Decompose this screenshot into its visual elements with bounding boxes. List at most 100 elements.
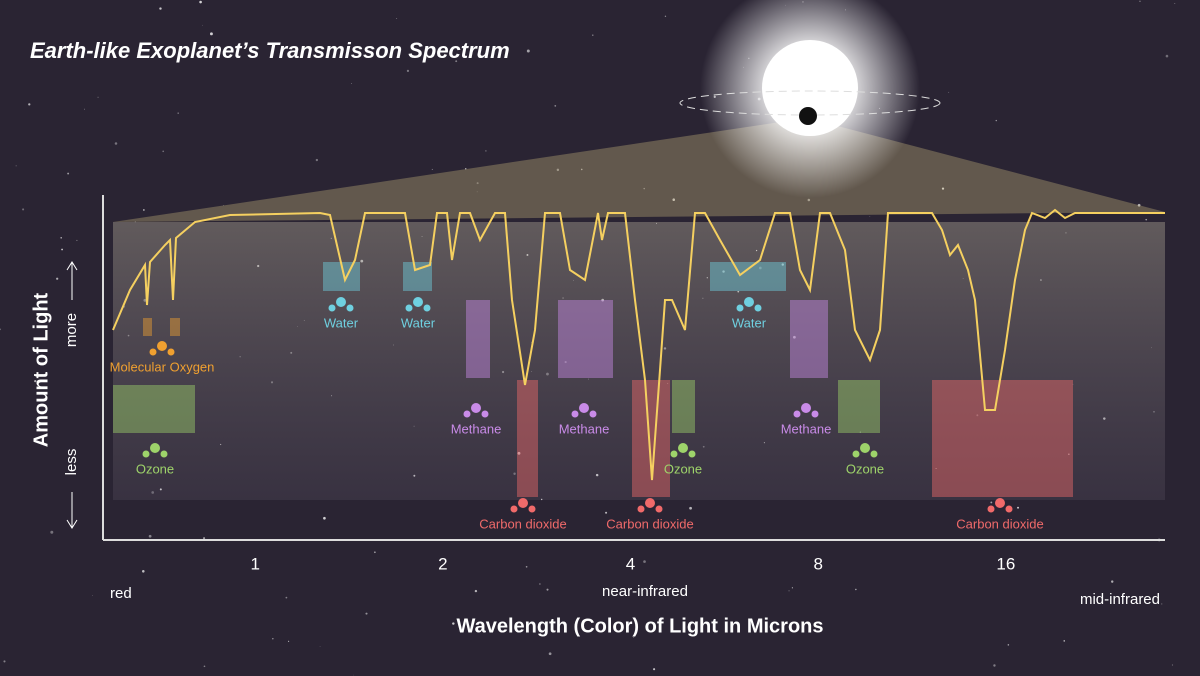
star-dot xyxy=(476,191,478,193)
atom xyxy=(471,403,481,413)
star-dot xyxy=(142,570,145,573)
atom xyxy=(860,443,870,453)
atom xyxy=(645,498,655,508)
molecule-icon xyxy=(793,403,819,418)
atom xyxy=(157,341,167,351)
molecule-label: Ozone xyxy=(136,461,174,476)
molecule-label: Methane xyxy=(781,421,832,436)
atom xyxy=(571,410,579,418)
star-dot xyxy=(60,237,62,239)
star-dot xyxy=(50,530,54,534)
region-label: mid-infrared xyxy=(1080,591,1160,608)
star-dot xyxy=(92,595,93,597)
star-dot xyxy=(546,588,549,591)
star-dot xyxy=(56,277,59,280)
star-dot xyxy=(374,551,376,554)
molecule-label: Water xyxy=(401,315,436,330)
atom xyxy=(870,450,878,458)
x-axis-label: Wavelength (Color) of Light in Microns xyxy=(456,615,823,637)
star-dot xyxy=(791,587,793,589)
band xyxy=(466,300,490,378)
star-dot xyxy=(97,96,99,98)
star-dot xyxy=(1165,54,1169,58)
atom xyxy=(995,498,1005,508)
band xyxy=(143,318,152,336)
molecule-label: Ozone xyxy=(846,461,884,476)
atom xyxy=(528,505,536,513)
molecule-icon xyxy=(149,341,175,356)
atom xyxy=(811,410,819,418)
molecule-icon xyxy=(670,443,696,458)
star-dot xyxy=(869,215,871,217)
spectrum-area xyxy=(113,222,1165,500)
x-tick-label: 2 xyxy=(438,554,447,573)
star-dot xyxy=(159,7,162,10)
star-dot xyxy=(526,49,530,53)
star-dot xyxy=(285,596,288,599)
atom xyxy=(655,505,663,513)
star-dot xyxy=(452,622,455,625)
star-dot xyxy=(177,112,179,114)
atom xyxy=(336,297,346,307)
star-dot xyxy=(272,637,274,640)
star-dot xyxy=(807,198,811,202)
star-dot xyxy=(28,103,31,106)
band xyxy=(558,300,613,378)
star-dot xyxy=(61,248,63,251)
molecule-label: Ozone xyxy=(664,461,702,476)
star-dot xyxy=(315,158,319,162)
molecule-icon xyxy=(328,297,354,312)
atom xyxy=(852,450,860,458)
star-dot xyxy=(431,168,433,171)
star-dot xyxy=(455,60,458,63)
band xyxy=(170,318,180,336)
molecule-icon xyxy=(987,498,1013,513)
spectrum-curve xyxy=(112,208,1165,481)
star-dot xyxy=(351,83,353,85)
star-dot xyxy=(162,150,165,153)
y-arrows xyxy=(66,261,78,529)
star-dot xyxy=(1174,3,1176,4)
star-dot xyxy=(199,0,202,4)
star-dot xyxy=(605,511,608,514)
band xyxy=(838,380,880,433)
star-dot xyxy=(202,24,203,26)
star-dot xyxy=(365,612,368,615)
star-dot xyxy=(210,32,213,36)
x-tick-label: 16 xyxy=(996,554,1015,573)
star-dot xyxy=(643,187,645,190)
atom xyxy=(463,410,471,418)
star-dot xyxy=(1063,640,1065,642)
atom xyxy=(678,443,688,453)
planet xyxy=(799,107,817,125)
star-dot xyxy=(548,652,552,656)
atom xyxy=(744,297,754,307)
molecule-label: Water xyxy=(732,315,767,330)
band xyxy=(790,300,828,378)
star-dot xyxy=(76,239,78,242)
molecule-icon xyxy=(637,498,663,513)
star-dot xyxy=(556,168,560,172)
atom xyxy=(637,505,645,513)
atom xyxy=(688,450,696,458)
star-dot xyxy=(653,668,656,671)
atom xyxy=(987,505,995,513)
star-dot xyxy=(580,168,583,171)
star-dot xyxy=(689,506,692,510)
star-dot xyxy=(664,15,667,17)
star-dot xyxy=(203,665,206,668)
band xyxy=(517,380,538,497)
star-dot xyxy=(941,187,945,190)
atom xyxy=(579,403,589,413)
atom xyxy=(754,304,762,312)
star-dot xyxy=(1111,580,1114,583)
star-dot xyxy=(948,91,950,93)
band xyxy=(672,380,695,433)
molecule-icon xyxy=(510,498,536,513)
molecule-label: Carbon dioxide xyxy=(606,516,693,531)
molecule-label: Molecular Oxygen xyxy=(110,359,215,374)
star-dot xyxy=(84,108,86,110)
molecule-label: Carbon dioxide xyxy=(956,516,1043,531)
